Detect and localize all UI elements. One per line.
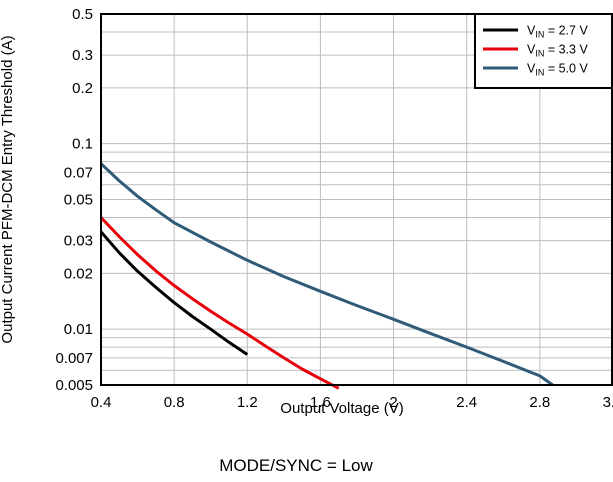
x-tick-label: 2: [389, 394, 397, 411]
y-tick-label: 0.5: [72, 6, 93, 23]
y-tick-label: 0.007: [55, 350, 93, 367]
legend-label: VIN = 3.3 V: [527, 43, 588, 59]
series-line: [99, 162, 554, 387]
x-tick-label: 1.2: [237, 394, 258, 411]
tick-labels: 0.4 0.8 1.2 1.6 2 2.4 2.8 3.2 0.5 0.3 0.2 0.1 0.07 0.…: [55, 6, 613, 411]
y-tick-label: 0.03: [64, 233, 93, 250]
series-layer: [99, 162, 554, 390]
series-line: [99, 216, 340, 390]
x-tick-label: 2.4: [456, 394, 477, 411]
y-axis-title: Output Current PFM-DCM Entry Threshold (…: [0, 35, 16, 343]
legend-box: [474, 13, 613, 89]
y-tick-label: 0.07: [64, 164, 93, 181]
x-tick-label: 0.4: [91, 394, 112, 411]
chart-caption: MODE/SYNC = Low: [219, 456, 373, 475]
y-tick-label: 0.2: [72, 80, 93, 97]
legend: VIN = 2.7 V VIN = 3.3 V VIN = 5.0 V: [474, 13, 613, 89]
x-tick-label: 2.8: [529, 394, 550, 411]
series-line: [99, 230, 249, 356]
x-tick-label: 3.2: [603, 394, 613, 411]
legend-label: VIN = 5.0 V: [527, 62, 588, 78]
x-axis-title: Output Voltage (V): [280, 400, 403, 417]
legend-label: VIN = 2.7 V: [527, 24, 588, 40]
x-tick-label: 0.8: [164, 394, 185, 411]
y-tick-label: 0.005: [55, 377, 93, 394]
grid-layer: [100, 13, 613, 386]
y-tick-label: 0.01: [64, 321, 93, 338]
y-tick-label: 0.3: [72, 47, 93, 64]
y-tick-label: 0.02: [64, 265, 93, 282]
plot-frame: [100, 13, 613, 386]
x-tick-label: 1.6: [310, 394, 331, 411]
y-tick-label: 0.1: [72, 136, 93, 153]
y-tick-label: 0.05: [64, 192, 93, 209]
